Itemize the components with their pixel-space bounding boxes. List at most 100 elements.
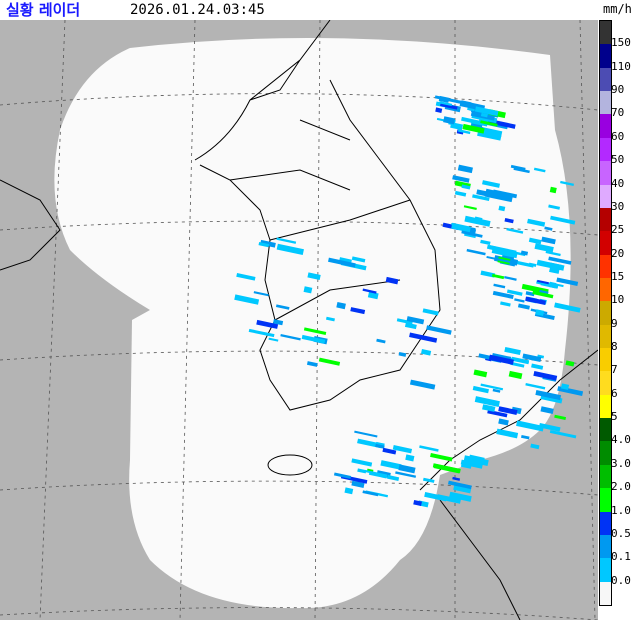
echo-cell <box>472 194 490 202</box>
echo-cell <box>535 309 545 316</box>
echo-cell <box>460 100 472 108</box>
echo-cell <box>387 474 400 482</box>
legend-label: 50 <box>611 153 625 167</box>
echo-cell <box>525 383 546 390</box>
echo-cell <box>506 227 524 234</box>
echo-cell <box>473 369 488 378</box>
echo-cell <box>351 458 373 467</box>
legend-color-box <box>600 324 611 349</box>
legend-label: 10 <box>611 293 625 307</box>
echo-cell <box>549 266 560 274</box>
echo-cell <box>498 406 518 415</box>
echo-cell <box>385 276 399 285</box>
echo-cell <box>474 106 499 117</box>
grid-lines <box>0 20 598 620</box>
legend-color-box <box>600 441 611 465</box>
legend-label: 6 <box>611 386 618 400</box>
legend-color-box <box>600 511 611 535</box>
echo-cell <box>554 414 567 421</box>
echo-cell <box>474 216 483 223</box>
echo-cell <box>513 167 530 174</box>
echo-cell <box>541 236 556 245</box>
echo-cell <box>506 289 523 296</box>
echo-cell <box>521 434 530 440</box>
echo-cell <box>303 286 313 294</box>
echo-cell <box>351 480 365 489</box>
echo-cell <box>382 447 397 455</box>
echo-cell <box>430 453 453 462</box>
echo-cell <box>486 255 513 264</box>
echo-cell <box>405 454 415 462</box>
echo-cell <box>432 463 461 473</box>
echo-cell <box>534 243 554 253</box>
legend-label: 9 <box>611 316 618 330</box>
echo-cell <box>453 484 472 494</box>
echo-cell <box>482 128 499 136</box>
legend-label: 110 <box>611 59 631 73</box>
legend-label: 60 <box>611 129 625 143</box>
legend-color-box <box>600 184 611 208</box>
legend-label: 1.0 <box>611 503 631 517</box>
echo-cell <box>422 477 435 483</box>
echo-cell <box>520 250 529 256</box>
echo-cell <box>253 291 269 297</box>
legend-color-box <box>600 114 611 138</box>
echo-cell <box>549 186 557 194</box>
echo-cell <box>449 491 472 502</box>
precipitation-legend <box>599 20 612 606</box>
echo-cell <box>328 257 356 268</box>
legend-color-box <box>600 371 611 395</box>
legend-label: 0.1 <box>611 550 631 564</box>
echo-cell <box>514 260 534 268</box>
echo-cell <box>406 316 425 325</box>
echo-cell <box>350 307 366 315</box>
echo-cell <box>548 256 572 265</box>
echo-cell <box>549 430 577 439</box>
echo-cell <box>484 191 513 203</box>
radar-map[interactable] <box>0 20 598 620</box>
echo-cell <box>472 385 489 394</box>
echo-cell <box>461 230 483 238</box>
echo-cell <box>452 175 470 183</box>
echo-cell <box>395 471 417 478</box>
legend-color-box <box>600 534 611 559</box>
echo-cell <box>496 428 519 439</box>
legend-color-box <box>600 464 611 489</box>
echo-cell <box>469 454 485 462</box>
echo-cell <box>525 291 535 297</box>
echo-cell <box>256 319 279 329</box>
echo-cell <box>276 237 297 244</box>
echo-cell <box>438 95 450 103</box>
echo-cell <box>440 103 458 110</box>
echo-cell <box>461 184 471 190</box>
echo-cell <box>422 308 439 316</box>
legend-color-box <box>600 137 611 162</box>
legend-color-box <box>600 231 611 255</box>
radar-echoes <box>234 95 584 508</box>
echo-cell <box>362 288 377 294</box>
legend-label: 8 <box>611 340 618 354</box>
legend-color-box <box>600 301 611 325</box>
legend-label: 0.5 <box>611 526 631 540</box>
legend-color-box <box>600 161 611 185</box>
legend-color-box <box>600 394 611 419</box>
echo-cell <box>426 325 452 335</box>
echo-cell <box>306 361 318 367</box>
echo-cell <box>536 259 565 271</box>
echo-cell <box>457 129 471 135</box>
page-title: 실황 레이더 <box>6 1 81 19</box>
echo-cell <box>560 180 575 187</box>
echo-cell <box>480 112 488 118</box>
legend-label: 70 <box>611 106 625 120</box>
echo-cell <box>234 294 260 305</box>
echo-cell <box>413 499 422 507</box>
echo-cell <box>544 226 553 231</box>
legend-color-box <box>600 254 611 278</box>
echo-cell <box>248 328 275 338</box>
legend-color-box <box>600 581 611 605</box>
echo-cell <box>554 302 581 313</box>
echo-cell <box>301 334 326 344</box>
legend-label: 4.0 <box>611 433 631 447</box>
echo-cell <box>516 420 544 432</box>
legend-label: 5 <box>611 410 618 424</box>
